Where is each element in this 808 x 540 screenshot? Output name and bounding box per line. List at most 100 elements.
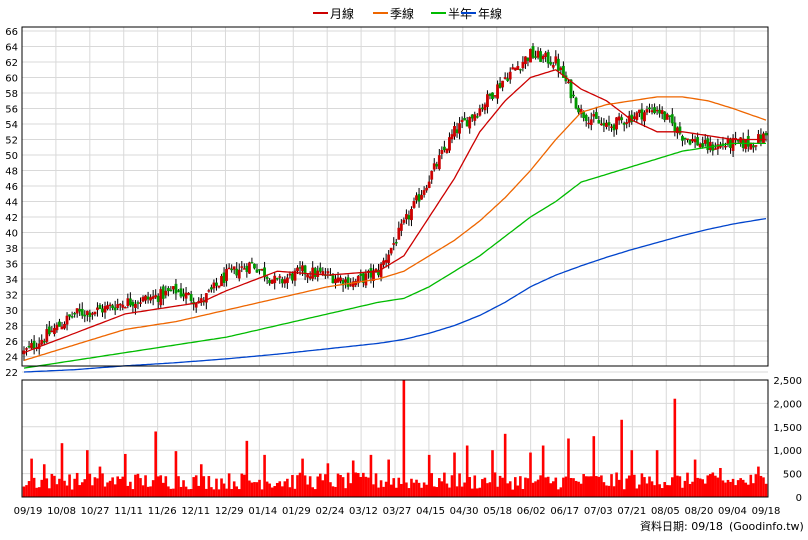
candle (518, 68, 522, 74)
volume-tick-label: 1,000 (773, 446, 802, 457)
volume-bar (402, 380, 406, 497)
volume-bar (30, 458, 33, 497)
candle (701, 136, 705, 149)
candle (432, 158, 436, 172)
candle (617, 112, 621, 125)
candle (420, 190, 423, 200)
volume-bar (450, 475, 454, 497)
volume-bar (149, 486, 152, 497)
candle (32, 335, 36, 355)
candle (620, 114, 624, 124)
volume-bar (534, 481, 537, 497)
candle (164, 285, 168, 299)
volume-bar (58, 478, 61, 497)
volume-bar (453, 452, 456, 497)
volume-bar (258, 479, 261, 497)
candle (539, 48, 543, 63)
volume-bar (339, 475, 342, 497)
volume-bar (703, 483, 707, 497)
volume-bar (671, 477, 674, 497)
volume-bar (205, 488, 208, 497)
volume-bar (53, 475, 56, 497)
volume-bar (384, 481, 388, 497)
volume-bar (663, 482, 667, 497)
candle (450, 129, 454, 144)
candle (741, 132, 745, 152)
candle (144, 294, 147, 304)
volume-bar (121, 476, 125, 497)
date-tick-label: 09/18 (752, 506, 781, 517)
candle (177, 289, 180, 293)
date-tick-label: 04/15 (416, 506, 445, 517)
date-tick-label: 08/05 (651, 506, 680, 517)
candle (361, 272, 365, 288)
candle (577, 105, 581, 115)
candle (435, 161, 439, 170)
volume-bar (387, 459, 390, 497)
volume-bar (445, 483, 449, 497)
candle (536, 47, 540, 60)
volume-bar (569, 477, 573, 497)
volume-bar (306, 484, 309, 497)
candle (344, 276, 348, 289)
volume-bar (729, 481, 732, 497)
candle (762, 131, 765, 144)
candle (584, 113, 588, 127)
candle (739, 137, 743, 147)
candle (65, 312, 69, 331)
volume-bar (668, 485, 672, 497)
candle (425, 184, 429, 193)
ma-quarterly-line (23, 96, 767, 362)
price-tick-label: 40 (5, 229, 18, 240)
candle (40, 334, 44, 346)
volume-bar (167, 486, 170, 497)
volume-bar (764, 483, 768, 497)
volume-y-axis: 0 500 1,000 1,500 2,000 2,500 (773, 376, 802, 504)
volume-bar (356, 472, 360, 497)
volume-bar (574, 480, 578, 497)
candle (311, 261, 315, 282)
volume-bar (491, 450, 494, 497)
legend-item-yearly: 年線 (461, 6, 502, 21)
date-tick-label: 01/14 (248, 506, 277, 517)
volume-bar (762, 477, 765, 497)
candle (508, 67, 512, 84)
candle (721, 136, 725, 150)
candle (496, 80, 499, 104)
volume-bar (156, 476, 160, 497)
volume-bar (197, 485, 201, 497)
volume-bar (369, 454, 373, 497)
volume-bar (407, 488, 411, 497)
legend-label-quarterly: 季線 (390, 6, 414, 21)
volume-bar (458, 473, 461, 497)
volume-bar (311, 487, 314, 497)
volume-bar (278, 481, 282, 497)
candle (458, 117, 461, 140)
candle (587, 116, 591, 129)
candle (696, 132, 700, 146)
candle (230, 264, 234, 273)
volume-bar (554, 477, 558, 497)
date-tick-label: 11/26 (148, 506, 177, 517)
price-gridlines (21, 27, 769, 373)
candle (470, 114, 474, 122)
volume-bar (250, 482, 254, 497)
volume-bar (714, 475, 717, 497)
volume-bar (564, 476, 568, 497)
volume-tick-label: 500 (783, 470, 802, 481)
volume-bar (584, 476, 588, 497)
date-tick-label: 08/20 (684, 506, 713, 517)
volume-bar (303, 475, 307, 497)
volume-bar (706, 475, 710, 497)
volume-bar (600, 475, 603, 497)
volume-bar (367, 477, 370, 497)
candle (640, 103, 644, 126)
candle (637, 109, 641, 118)
candle (655, 106, 659, 115)
volume-bar (410, 478, 413, 497)
candle (285, 273, 289, 289)
price-tick-label: 46 (5, 182, 18, 193)
volume-bar (498, 475, 502, 497)
volume-bar (754, 474, 758, 497)
date-tick-label: 03/12 (349, 506, 378, 517)
